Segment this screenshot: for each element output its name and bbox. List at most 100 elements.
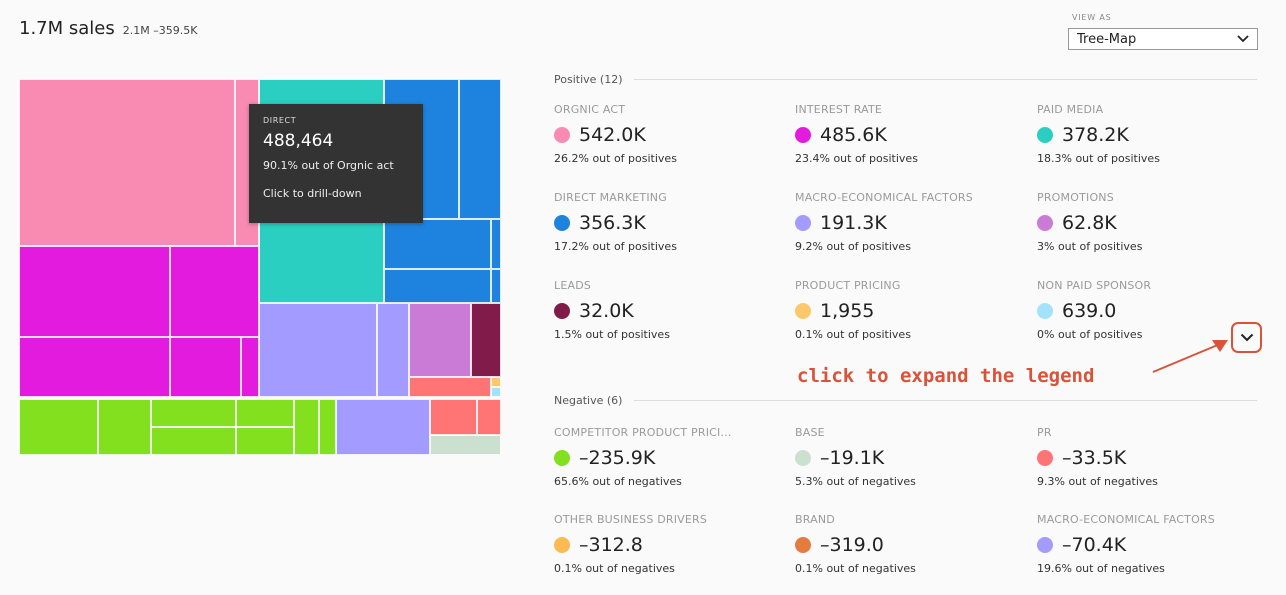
treemap-tile[interactable]	[471, 303, 501, 377]
legend-item-value-row: –70.4K	[1037, 534, 1267, 556]
legend-item-value: –70.4K	[1062, 534, 1127, 556]
legend-item-value-row: 356.3K	[554, 212, 784, 234]
positive-section-title: Positive (12)	[554, 73, 623, 86]
legend-item-value-row: –312.8	[554, 534, 784, 556]
treemap-tile[interactable]	[98, 399, 151, 455]
treemap-tile[interactable]	[259, 303, 377, 397]
treemap-tile[interactable]	[430, 399, 477, 435]
legend-item-share: 9.3% out of negatives	[1037, 475, 1158, 488]
legend-item-value-row: 1,955	[795, 300, 1025, 322]
chart-header: 1.7M sales 2.1M –359.5K	[19, 18, 197, 39]
legend-color-dot	[1037, 215, 1053, 231]
legend-item-value: 1,955	[820, 300, 875, 322]
legend-color-dot	[554, 450, 570, 466]
legend-item[interactable]: BRAND –319.0 0.1% out of negatives	[795, 513, 1025, 575]
annotation-arrow-icon	[1152, 340, 1228, 373]
treemap-tile[interactable]	[241, 337, 259, 397]
legend-color-dot	[795, 127, 811, 143]
legend-item-name: ORGNIC ACT	[554, 103, 626, 116]
treemap-tile[interactable]	[491, 377, 501, 387]
legend-item-value: 639.0	[1062, 300, 1117, 322]
chevron-down-icon	[1237, 35, 1249, 43]
view-as-select[interactable]: Tree-Map	[1068, 28, 1258, 50]
treemap-tile[interactable]	[19, 79, 235, 246]
legend-item[interactable]: PRODUCT PRICING 1,955 0.1% out of positive…	[795, 279, 1025, 341]
legend-item-name: MACRO-ECONOMICAL FACTORS	[795, 191, 973, 204]
legend-item-share: 5.3% out of negatives	[795, 475, 916, 488]
legend-item-value-row: 485.6K	[795, 124, 1025, 146]
legend-item-share: 17.2% out of positives	[554, 240, 677, 253]
treemap-tile[interactable]	[319, 399, 336, 455]
expand-legend-button[interactable]	[1231, 322, 1262, 353]
treemap-tile[interactable]	[384, 219, 491, 269]
legend-item-value-row: 62.8K	[1037, 212, 1267, 234]
view-as-control: VIEW AS Tree-Map	[1068, 13, 1258, 50]
legend-item-name: PAID MEDIA	[1037, 103, 1104, 116]
negative-section-title: Negative (6)	[554, 394, 623, 407]
legend-item-name: PR	[1037, 426, 1052, 439]
legend-item-share: 0.1% out of negatives	[554, 562, 675, 575]
legend-item-share: 23.4% out of positives	[795, 152, 918, 165]
legend-item[interactable]: PR –33.5K 9.3% out of negatives	[1037, 426, 1267, 488]
treemap-tile[interactable]	[236, 399, 294, 427]
legend-item-share: 1.5% out of positives	[554, 328, 670, 341]
treemap-tile[interactable]	[384, 269, 491, 303]
legend-item-value: 542.0K	[579, 124, 646, 146]
treemap-tile[interactable]	[236, 427, 294, 455]
treemap-tile[interactable]	[459, 79, 501, 219]
legend-item[interactable]: MACRO-ECONOMICAL FACTORS 191.3K 9.2% out o…	[795, 191, 1025, 253]
treemap-tile[interactable]	[19, 399, 98, 455]
legend-color-dot	[554, 537, 570, 553]
legend-item-name: PROMOTIONS	[1037, 191, 1114, 204]
legend-item[interactable]: COMPETITOR PRODUCT PRICI... –235.9K 65.6% …	[554, 426, 784, 488]
legend-color-dot	[795, 537, 811, 553]
positive-section-header: Positive (12)	[554, 73, 1257, 86]
legend-item-value-row: 378.2K	[1037, 124, 1267, 146]
legend-item[interactable]: BASE –19.1K 5.3% out of negatives	[795, 426, 1025, 488]
legend-item-name: PRODUCT PRICING	[795, 279, 901, 292]
treemap-tile[interactable]	[409, 377, 491, 397]
treemap-tile[interactable]	[477, 399, 501, 435]
legend-item[interactable]: INTEREST RATE 485.6K 23.4% out of positive…	[795, 103, 1025, 165]
legend-item[interactable]: PROMOTIONS 62.8K 3% out of positives	[1037, 191, 1267, 253]
treemap-tile[interactable]	[491, 219, 501, 269]
legend-color-dot	[1037, 127, 1053, 143]
treemap-tile[interactable]	[19, 246, 170, 337]
legend-item-value: 191.3K	[820, 212, 887, 234]
treemap-tile[interactable]	[336, 399, 430, 455]
tooltip-label: DIRECT	[263, 116, 297, 125]
treemap-tile[interactable]	[377, 303, 409, 397]
legend-item-name: INTEREST RATE	[795, 103, 883, 116]
view-as-selected: Tree-Map	[1077, 31, 1137, 47]
legend-item-name: LEADS	[554, 279, 592, 292]
legend-item[interactable]: LEADS 32.0K 1.5% out of positives	[554, 279, 784, 341]
legend-item-value: –19.1K	[820, 447, 885, 469]
legend-color-dot	[1037, 450, 1053, 466]
legend-item-share: 9.2% out of positives	[795, 240, 911, 253]
legend-item-name: BRAND	[795, 513, 835, 526]
legend-item-name: OTHER BUSINESS DRIVERS	[554, 513, 708, 526]
treemap-tile[interactable]	[491, 269, 501, 303]
treemap-tile[interactable]	[409, 303, 471, 377]
legend-item[interactable]: MACRO-ECONOMICAL FACTORS –70.4K 19.6% out …	[1037, 513, 1267, 575]
sales-range: 2.1M –359.5K	[122, 24, 198, 37]
treemap-tile[interactable]	[170, 246, 259, 337]
legend-item[interactable]: OTHER BUSINESS DRIVERS –312.8 0.1% out of …	[554, 513, 784, 575]
legend-item[interactable]: ORGNIC ACT 542.0K 26.2% out of positives	[554, 103, 784, 165]
treemap-tile[interactable]	[294, 399, 319, 455]
legend-item[interactable]: DIRECT MARKETING 356.3K 17.2% out of posit…	[554, 191, 784, 253]
treemap-tile[interactable]	[19, 337, 170, 397]
legend-item[interactable]: NON PAID SPONSOR 639.0 0% out of positives	[1037, 279, 1267, 341]
legend-item-value: 32.0K	[579, 300, 634, 322]
legend-item-value-row: –235.9K	[554, 447, 784, 469]
legend-item[interactable]: PAID MEDIA 378.2K 18.3% out of positives	[1037, 103, 1267, 165]
total-sales: 1.7M sales	[19, 18, 115, 39]
treemap-tile[interactable]	[170, 337, 241, 397]
treemap-tile[interactable]	[491, 387, 501, 397]
treemap-tile[interactable]	[151, 399, 236, 427]
treemap-tile[interactable]	[430, 435, 501, 455]
treemap-tooltip: DIRECT 488,464 90.1% out of Orgnic act C…	[249, 104, 423, 223]
legend-item-share: 0.1% out of negatives	[795, 562, 916, 575]
section-divider	[634, 400, 1257, 401]
treemap-tile[interactable]	[151, 427, 236, 455]
